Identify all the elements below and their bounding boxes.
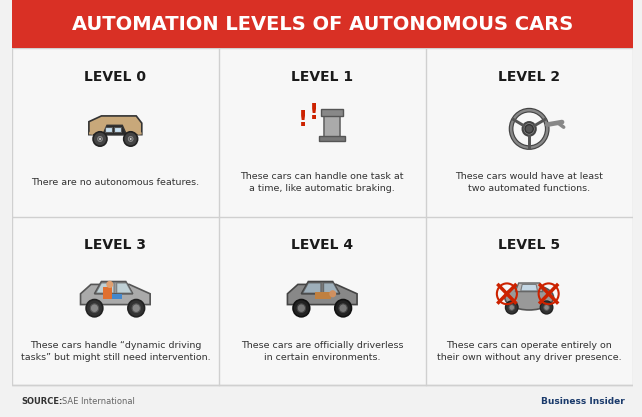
Text: LEVEL 1: LEVEL 1 xyxy=(291,70,353,84)
Circle shape xyxy=(334,299,351,317)
Bar xyxy=(426,48,632,216)
Circle shape xyxy=(544,304,550,310)
Text: These cars would have at least
two automated functions.: These cars would have at least two autom… xyxy=(455,172,603,193)
Bar xyxy=(219,48,426,216)
Circle shape xyxy=(96,136,103,143)
Circle shape xyxy=(525,125,534,133)
Bar xyxy=(114,127,121,133)
Circle shape xyxy=(124,132,137,146)
Bar xyxy=(426,216,632,385)
Polygon shape xyxy=(103,286,112,299)
Circle shape xyxy=(339,304,347,312)
Bar xyxy=(219,216,426,385)
Text: LEVEL 4: LEVEL 4 xyxy=(291,238,353,252)
Circle shape xyxy=(541,301,553,314)
Bar xyxy=(320,109,343,116)
Ellipse shape xyxy=(505,285,553,310)
Circle shape xyxy=(297,304,306,312)
Text: SOURCE:: SOURCE: xyxy=(22,397,63,405)
Circle shape xyxy=(86,299,103,317)
Circle shape xyxy=(505,301,518,314)
Polygon shape xyxy=(89,116,142,135)
Polygon shape xyxy=(301,281,340,294)
Text: SAE International: SAE International xyxy=(62,397,135,405)
Polygon shape xyxy=(80,284,150,304)
Polygon shape xyxy=(303,283,321,293)
Text: LEVEL 2: LEVEL 2 xyxy=(498,70,560,84)
Bar xyxy=(12,48,219,216)
Circle shape xyxy=(329,290,336,297)
Circle shape xyxy=(509,304,514,310)
Polygon shape xyxy=(94,281,133,294)
Bar xyxy=(12,0,632,48)
Text: !: ! xyxy=(298,110,308,130)
Polygon shape xyxy=(521,284,537,291)
Circle shape xyxy=(132,304,141,312)
Circle shape xyxy=(523,122,535,136)
Polygon shape xyxy=(112,294,123,299)
Polygon shape xyxy=(315,291,331,299)
Bar xyxy=(324,111,340,138)
Polygon shape xyxy=(288,284,357,304)
Text: These cars can operate entirely on
their own without any driver presence.: These cars can operate entirely on their… xyxy=(437,341,621,362)
Circle shape xyxy=(91,304,99,312)
Circle shape xyxy=(129,138,132,141)
Circle shape xyxy=(99,138,101,141)
Polygon shape xyxy=(117,283,132,293)
Text: LEVEL 3: LEVEL 3 xyxy=(84,238,146,252)
Text: These cars can handle one task at
a time, like automatic braking.: These cars can handle one task at a time… xyxy=(241,172,404,193)
Polygon shape xyxy=(324,283,339,293)
Bar xyxy=(12,216,219,385)
Bar xyxy=(319,136,345,141)
Text: LEVEL 0: LEVEL 0 xyxy=(84,70,146,84)
Circle shape xyxy=(128,299,144,317)
Text: AUTOMATION LEVELS OF AUTONOMOUS CARS: AUTOMATION LEVELS OF AUTONOMOUS CARS xyxy=(72,15,573,33)
Text: These cars handle “dynamic driving
tasks” but might still need intervention.: These cars handle “dynamic driving tasks… xyxy=(21,341,210,362)
Circle shape xyxy=(107,281,113,288)
Circle shape xyxy=(93,132,107,146)
Polygon shape xyxy=(103,125,126,135)
Text: There are no autonomous features.: There are no autonomous features. xyxy=(31,178,200,187)
Text: !: ! xyxy=(309,103,318,123)
Polygon shape xyxy=(516,283,543,291)
Bar xyxy=(105,127,112,133)
Text: These cars are officially driverless
in certain environments.: These cars are officially driverless in … xyxy=(241,341,404,362)
Text: Business Insider: Business Insider xyxy=(541,397,625,405)
Bar xyxy=(12,48,632,385)
Polygon shape xyxy=(96,283,114,293)
Circle shape xyxy=(127,136,134,143)
Text: LEVEL 5: LEVEL 5 xyxy=(498,238,560,252)
Circle shape xyxy=(293,299,309,317)
